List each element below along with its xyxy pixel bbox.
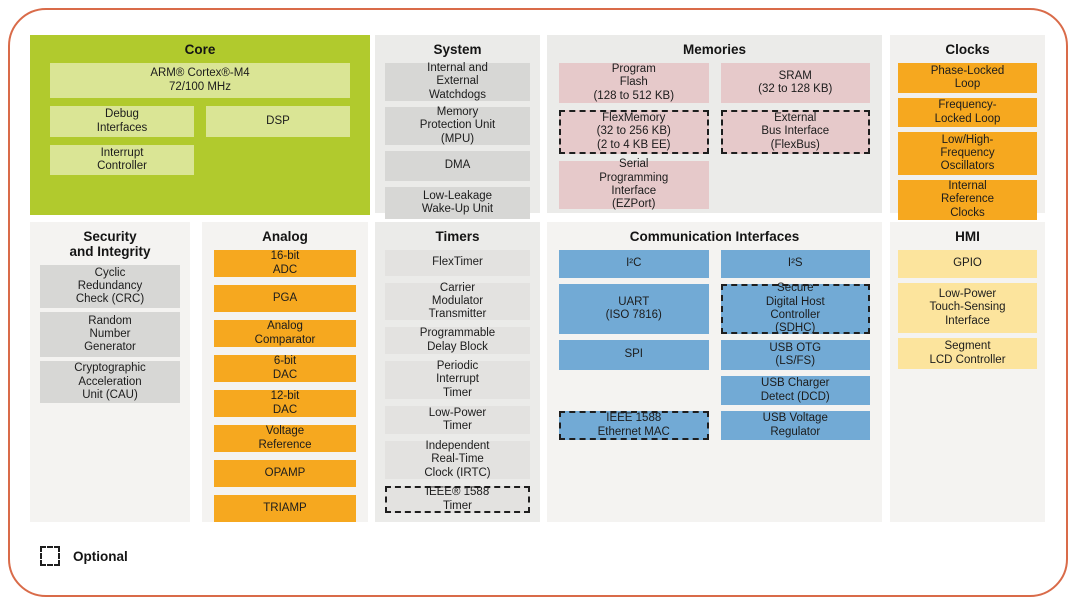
- block-cmt: Carrier Modulator Transmitter: [385, 282, 530, 320]
- block-internal-reference-clocks: Internal Reference Clocks: [898, 180, 1037, 221]
- block-i2s: I²S: [720, 250, 870, 279]
- analog-title: Analog: [262, 229, 308, 244]
- block-ieee1588-timer: IEEE® 1588 Timer: [385, 486, 530, 514]
- block-pll: Phase-Locked Loop: [898, 63, 1037, 94]
- block-fll: Frequency- Locked Loop: [898, 98, 1037, 128]
- block-oscillators: Low/High- Frequency Oscillators: [898, 132, 1037, 176]
- panel-communication-interfaces: Communication Interfaces I²C I²S UART (I…: [547, 222, 882, 522]
- block-segment-lcd: Segment LCD Controller: [898, 338, 1037, 370]
- hmi-title: HMI: [955, 229, 980, 244]
- block-16bit-adc: 16-bit ADC: [214, 250, 356, 278]
- block-6bit-dac: 6-bit DAC: [214, 355, 356, 383]
- block-ieee1588-ethernet-mac: IEEE 1588 Ethernet MAC: [559, 411, 709, 441]
- block-dsp: DSP: [206, 106, 350, 138]
- block-i2c: I²C: [559, 250, 709, 279]
- block-flextimer: FlexTimer: [385, 250, 530, 277]
- block-dma: DMA: [385, 151, 530, 182]
- panel-clocks: Clocks Phase-Locked Loop Frequency- Lock…: [890, 35, 1045, 221]
- block-arm-cortex-m4: ARM® Cortex®-M4 72/100 MHz: [50, 63, 350, 99]
- block-flexmemory: FlexMemory (32 to 256 KB) (2 to 4 KB EE): [559, 110, 709, 155]
- block-gpio: GPIO: [898, 250, 1037, 279]
- core-title: Core: [184, 42, 216, 57]
- panel-analog: Analog 16-bit ADC PGA Analog Comparator …: [202, 222, 368, 523]
- block-voltage-reference: Voltage Reference: [214, 425, 356, 453]
- panel-timers: Timers FlexTimer Carrier Modulator Trans…: [375, 222, 540, 522]
- block-sram: SRAM (32 to 128 KB): [720, 63, 870, 104]
- timers-title: Timers: [435, 229, 480, 244]
- block-cau: Cryptographic Acceleration Unit (CAU): [40, 361, 180, 404]
- communication-title: Communication Interfaces: [629, 229, 800, 244]
- optional-box-icon: [40, 546, 60, 566]
- block-usb-otg: USB OTG (LS/FS): [720, 340, 870, 371]
- block-debug-interfaces: Debug Interfaces: [50, 106, 194, 138]
- block-internal-external-watchdogs: Internal and External Watchdogs: [385, 62, 530, 102]
- block-irtc: Independent Real-Time Clock (IRTC): [385, 440, 530, 480]
- security-title: Security and Integrity: [69, 229, 151, 260]
- panel-hmi: HMI GPIO Low-Power Touch-Sensing Interfa…: [890, 222, 1045, 522]
- block-pga: PGA: [214, 285, 356, 313]
- block-sdhc: Secure Digital Host Controller (SDHC): [720, 282, 870, 334]
- block-llwu: Low-Leakage Wake-Up Unit: [385, 187, 530, 220]
- optional-legend: Optional: [40, 546, 128, 566]
- block-analog-comparator: Analog Comparator: [214, 320, 356, 348]
- block-crc: Cyclic Redundancy Check (CRC): [40, 265, 180, 309]
- block-usb-voltage-regulator: USB Voltage Regulator: [720, 411, 870, 441]
- block-lptmr: Low-Power Timer: [385, 406, 530, 435]
- block-ezport: Serial Programming Interface (EZPort): [559, 158, 709, 210]
- panel-core: Core ARM® Cortex®-M4 72/100 MHz Debug In…: [30, 35, 370, 215]
- block-rng: Random Number Generator: [40, 312, 180, 358]
- system-title: System: [433, 42, 482, 57]
- block-pdb: Programmable Delay Block: [385, 327, 530, 355]
- block-usb-charger-detect: USB Charger Detect (DCD): [720, 376, 870, 406]
- block-spi: SPI: [559, 340, 709, 371]
- block-opamp: OPAMP: [214, 460, 356, 488]
- panel-security: Security and Integrity Cyclic Redundancy…: [30, 222, 190, 522]
- block-pit: Periodic Interrupt Timer: [385, 360, 530, 400]
- block-external-bus-interface: External Bus Interface (FlexBus): [720, 110, 870, 155]
- block-interrupt-controller: Interrupt Controller: [50, 145, 194, 176]
- block-triamp: TRIAMP: [214, 495, 356, 523]
- block-uart: UART (ISO 7816): [559, 284, 709, 335]
- clocks-title: Clocks: [945, 42, 990, 57]
- block-12bit-dac: 12-bit DAC: [214, 390, 356, 418]
- block-mpu: Memory Protection Unit (MPU): [385, 106, 530, 146]
- block-touch-sensing: Low-Power Touch-Sensing Interface: [898, 283, 1037, 334]
- memories-title: Memories: [682, 42, 747, 57]
- diagram-frame: [8, 8, 1068, 597]
- panel-system: System Internal and External Watchdogs M…: [375, 35, 540, 220]
- block-program-flash: Program Flash (128 to 512 KB): [559, 63, 709, 104]
- panel-memories: Memories Program Flash (128 to 512 KB) S…: [547, 35, 882, 213]
- optional-label: Optional: [73, 548, 128, 564]
